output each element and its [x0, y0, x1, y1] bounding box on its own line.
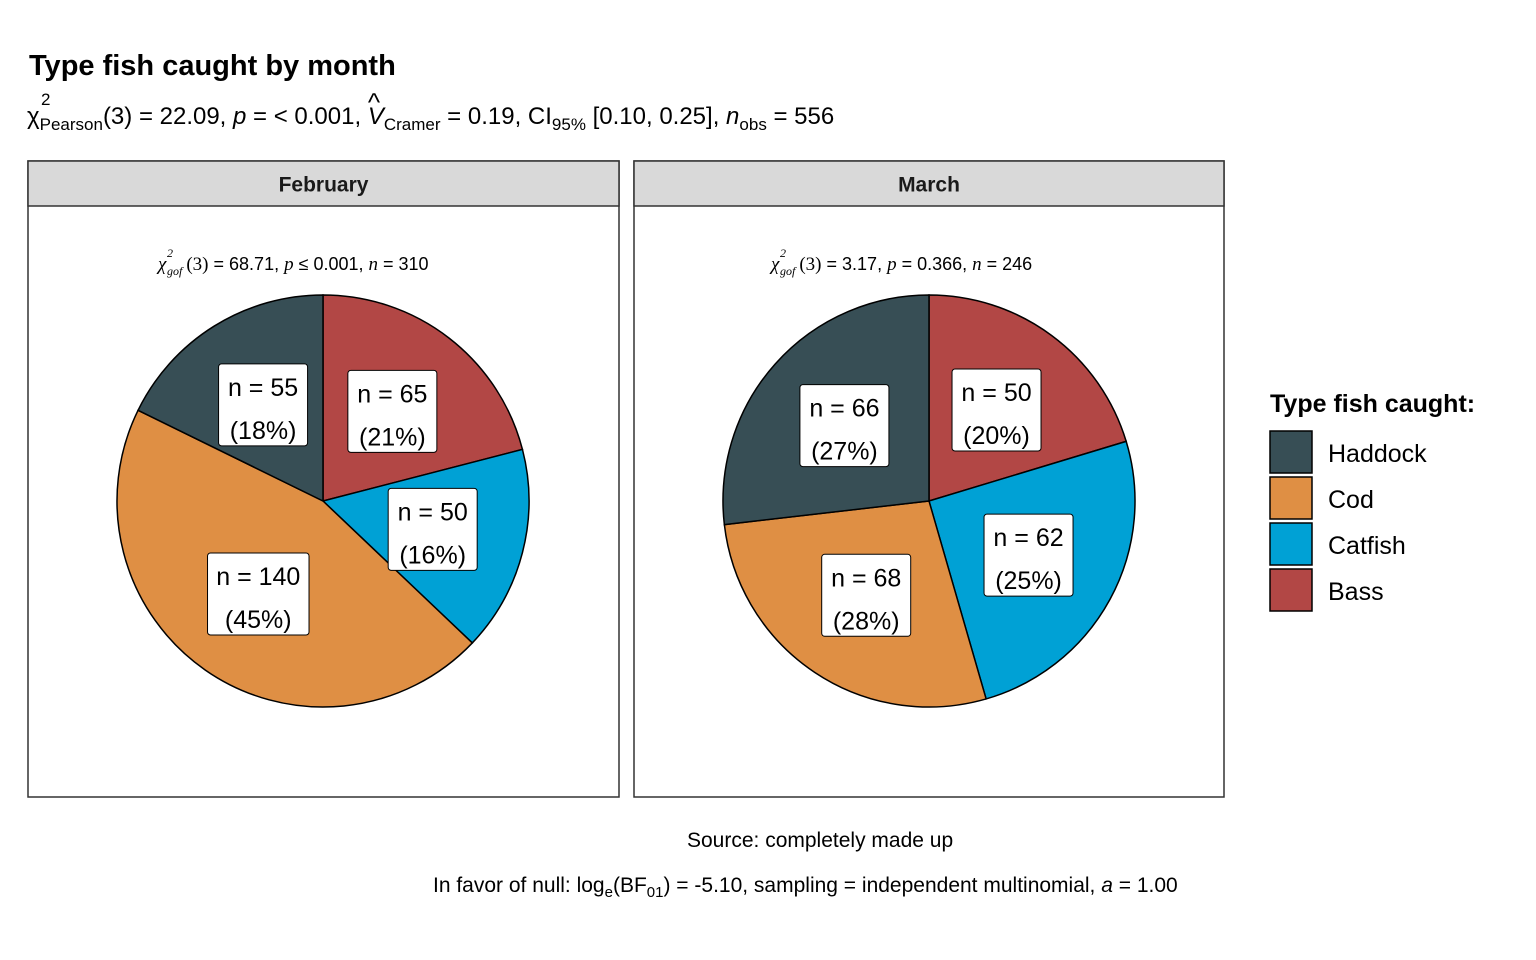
- slice-label-box-march-haddock: [799, 384, 890, 468]
- slice-label-n-february-catfish: n = 50: [398, 498, 468, 526]
- legend-label-bass: Bass: [1328, 578, 1384, 606]
- slice-label-n-march-haddock: n = 66: [809, 395, 879, 423]
- p-value: = < 0.001,: [246, 103, 368, 130]
- slice-label-box-march-bass: [951, 368, 1042, 452]
- slice-label-box-march-cod: [821, 553, 912, 637]
- slice-label-pct-february-bass: (21%): [359, 423, 426, 451]
- v-subscript: Cramer: [383, 115, 441, 134]
- slice-label-box-february-bass: [347, 369, 438, 453]
- caption-bayes-factor: In favor of null: loge(BF01) = -5.10, sa…: [433, 874, 1178, 901]
- ci-value: [0.10, 0.25],: [585, 103, 727, 130]
- chart-subtitle: χ 2 Pearson(3) = 22.09, p = < 0.001, ^ VCra…: [27, 87, 835, 135]
- slice-label-box-march-catfish: [983, 513, 1074, 597]
- strip-march: [633, 160, 1225, 207]
- legend-label-cod: Cod: [1328, 486, 1374, 514]
- caption-source: Source: completely made up: [687, 829, 954, 852]
- slice-label-pct-march-cod: (28%): [833, 607, 900, 635]
- n-value: = 556: [766, 103, 835, 130]
- v-symbol: ^ V: [367, 87, 384, 130]
- legend-key-cod: [1269, 476, 1313, 520]
- slice-label-n-february-cod: n = 140: [216, 563, 300, 591]
- slice-label-box-february-haddock: [218, 363, 309, 447]
- slice-label-n-february-bass: n = 65: [357, 380, 427, 408]
- slice-label-n-march-cod: n = 68: [831, 564, 901, 592]
- slice-label-pct-february-cod: (45%): [225, 606, 292, 634]
- strip-label-march: March: [898, 174, 960, 197]
- p-label: p: [233, 103, 247, 130]
- n-subscript: obs: [739, 115, 767, 134]
- facet-subtitle-march: χ 2 gof (3) = 3.17, p = 0.366, n = 246: [771, 246, 1033, 278]
- v-value: = 0.19, CI: [440, 103, 552, 130]
- chi-stat: (3) = 22.09,: [102, 103, 234, 130]
- ci-subscript: 95%: [551, 115, 586, 134]
- chi-subscript: Pearson: [39, 115, 103, 134]
- n-label: n: [726, 103, 740, 130]
- facet-subtitle-february: χ 2 gof (3) = 68.71, p ≤ 0.001, n = 310: [158, 246, 429, 278]
- slice-label-n-february-haddock: n = 55: [228, 374, 298, 402]
- legend-label-haddock: Haddock: [1328, 440, 1427, 468]
- slice-label-pct-february-catfish: (16%): [399, 541, 466, 569]
- legend-label-catfish: Catfish: [1328, 532, 1406, 560]
- slice-label-n-march-bass: n = 50: [961, 379, 1031, 407]
- chart-title: Type fish caught by month: [29, 50, 396, 82]
- slice-label-pct-march-catfish: (25%): [995, 567, 1062, 595]
- legend-title: Type fish caught:: [1270, 390, 1476, 418]
- legend-key-bass: [1269, 568, 1313, 612]
- slice-label-box-february-cod: [207, 552, 310, 636]
- legend-key-haddock: [1269, 430, 1313, 474]
- slice-label-box-february-catfish: [387, 487, 478, 571]
- slice-label-pct-march-bass: (20%): [963, 422, 1030, 450]
- strip-label-february: February: [279, 174, 369, 197]
- slice-label-pct-february-haddock: (18%): [230, 417, 297, 445]
- slice-label-pct-march-haddock: (27%): [811, 438, 878, 466]
- legend-key-catfish: [1269, 522, 1313, 566]
- slice-label-n-march-catfish: n = 62: [993, 524, 1063, 552]
- strip-february: [27, 160, 620, 207]
